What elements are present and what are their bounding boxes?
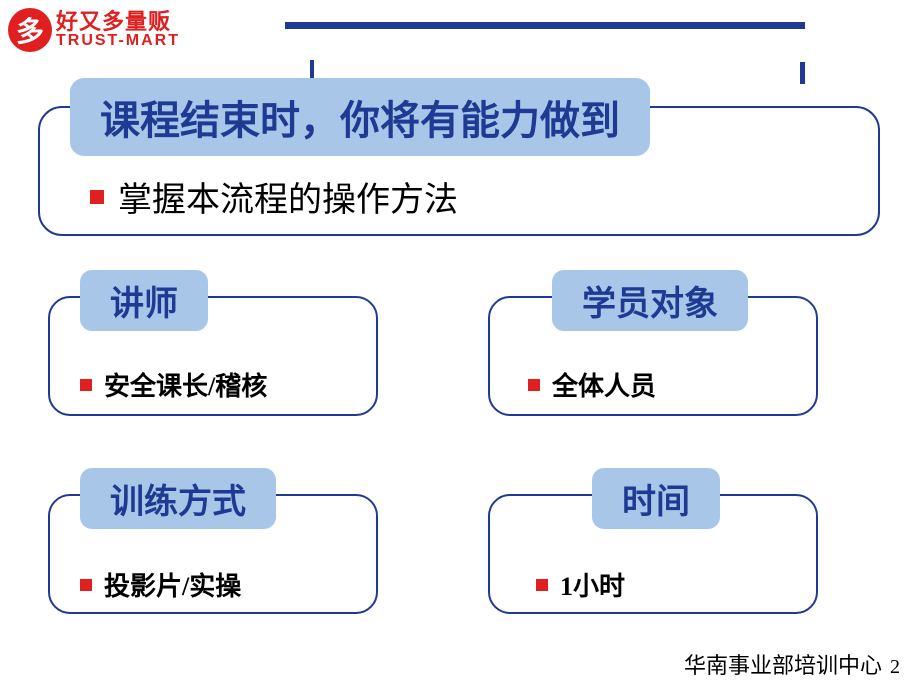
section-bullet-row: 安全课长/稽核: [80, 366, 267, 403]
logo-english: TRUST-MART: [56, 33, 180, 49]
decor-tick-right: [800, 62, 805, 84]
section-bullet-text: 投影片/实操: [104, 566, 241, 603]
section-title-box: 时间: [592, 468, 720, 529]
footer: 华南事业部培训中心 2: [684, 648, 900, 680]
logo-text: 好又多量贩 TRUST-MART: [56, 11, 180, 49]
section-bullet-text: 安全课长/稽核: [104, 366, 267, 403]
section-title: 时间: [622, 474, 690, 523]
section-title-box: 训练方式: [80, 468, 276, 529]
section-bullet-text: 1小时: [560, 566, 625, 603]
main-bullet-text: 掌握本流程的操作方法: [118, 172, 458, 221]
section-title-box: 讲师: [80, 270, 208, 331]
page-number: 2: [890, 656, 900, 679]
section-title: 训练方式: [110, 474, 246, 523]
bullet-icon: [80, 579, 92, 591]
main-bullet-row: 掌握本流程的操作方法: [90, 172, 458, 221]
section-bullet-row: 投影片/实操: [80, 566, 241, 603]
section-bullet-row: 全体人员: [528, 366, 656, 403]
main-title: 课程结束时，你将有能力做到: [100, 88, 620, 146]
section-title-box: 学员对象: [552, 270, 748, 331]
bullet-icon: [536, 579, 548, 591]
logo-circle-icon: 多: [8, 8, 52, 52]
section-title: 学员对象: [582, 276, 718, 325]
section-title: 讲师: [110, 276, 178, 325]
logo-chinese: 好又多量贩: [56, 11, 180, 33]
section-bullet-text: 全体人员: [552, 366, 656, 403]
footer-text: 华南事业部培训中心: [684, 648, 882, 680]
bullet-icon: [528, 379, 540, 391]
brand-logo: 多 好又多量贩 TRUST-MART: [8, 8, 180, 52]
bullet-icon: [90, 190, 104, 204]
section-bullet-row: 1小时: [536, 566, 625, 603]
decor-line-top: [285, 22, 805, 29]
main-title-box: 课程结束时，你将有能力做到: [70, 78, 650, 156]
bullet-icon: [80, 379, 92, 391]
